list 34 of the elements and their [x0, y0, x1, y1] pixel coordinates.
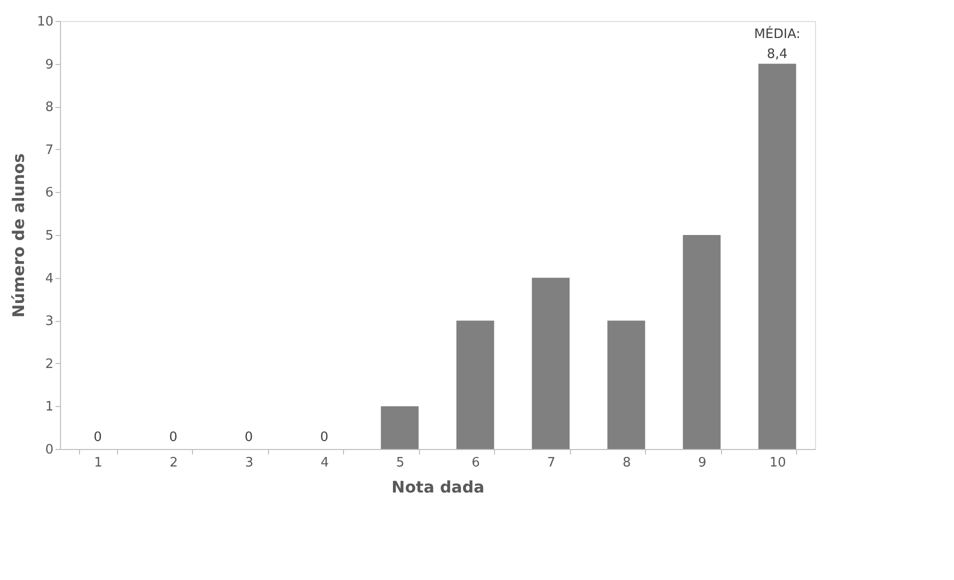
bar	[682, 235, 721, 449]
y-tick-label: 2	[45, 356, 54, 372]
y-tick-label: 4	[45, 271, 54, 286]
x-tick-label: 6	[472, 456, 480, 470]
y-tick-label: 9	[45, 57, 54, 72]
y-tick-label: 8	[45, 100, 54, 116]
y-tick-label: 5	[45, 228, 54, 244]
x-tick-label: 4	[320, 456, 329, 470]
data-label: 0	[169, 430, 178, 445]
bar	[456, 320, 494, 449]
x-tick-label: 1	[94, 456, 102, 470]
x-tick-label: 7	[547, 456, 556, 470]
y-tick-label: 3	[45, 314, 54, 330]
x-tick-label: 10	[769, 456, 786, 470]
y-tick-label: 7	[45, 142, 54, 158]
x-tick-label: 8	[622, 456, 631, 470]
bar	[380, 406, 419, 449]
y-tick-label: 1	[45, 400, 54, 415]
x-tick-label: 9	[698, 456, 706, 470]
data-label: 0	[320, 430, 328, 445]
bar	[758, 64, 796, 449]
bar	[607, 320, 646, 449]
x-axis-title: Nota dada	[392, 478, 484, 496]
y-tick-label: 6	[45, 186, 54, 201]
x-tick-label: 5	[396, 456, 404, 470]
y-axis-title: Número de alunos	[8, 153, 28, 318]
x-tick-label: 3	[245, 456, 254, 470]
data-label: 0	[94, 430, 102, 445]
annotation: MÉDIA: 8,4	[754, 24, 800, 62]
x-tick-label: 2	[170, 456, 178, 470]
data-label: 0	[244, 430, 253, 445]
y-tick-label: 10	[36, 14, 54, 30]
bar	[532, 278, 570, 449]
y-tick-label: 0	[45, 442, 54, 458]
